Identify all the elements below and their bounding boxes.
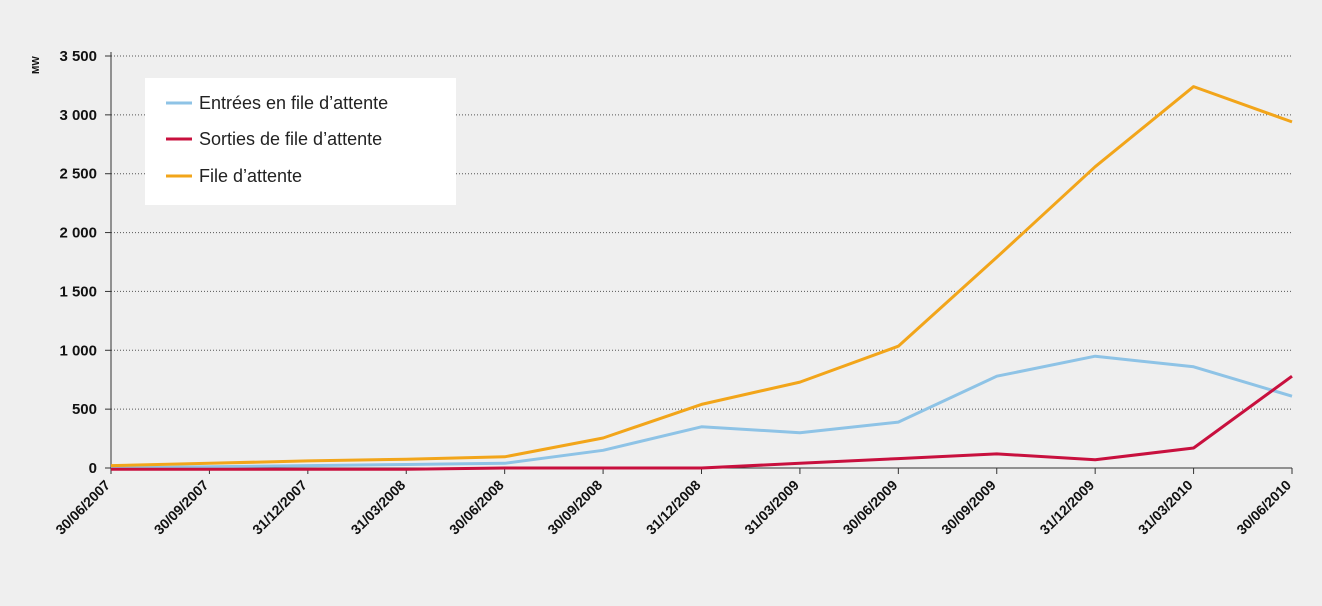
x-tick-label: 30/09/2009 bbox=[938, 477, 999, 538]
y-tick-label: 3 000 bbox=[59, 107, 97, 124]
x-tick-label: 31/12/2008 bbox=[643, 477, 704, 538]
x-tick-label: 30/06/2007 bbox=[52, 477, 113, 538]
y-tick-labels: 0 500 1 000 1 500 2 000 2 500 3 000 3 500 bbox=[59, 48, 97, 477]
series-line bbox=[110, 85, 1293, 468]
y-axis-unit-label: MW bbox=[31, 56, 42, 74]
y-tick-label: 1 000 bbox=[59, 342, 97, 359]
x-tick-label: 30/06/2008 bbox=[446, 477, 507, 538]
y-tick-label: 1 500 bbox=[59, 283, 97, 300]
x-tick-labels: 30/06/2007 30/09/2007 31/12/2007 31/03/2008… bbox=[52, 477, 1294, 538]
y-tick-label: 3 500 bbox=[59, 48, 97, 65]
series-line bbox=[110, 354, 1293, 470]
x-tick-label: 30/09/2008 bbox=[544, 477, 605, 538]
legend-label: File d’attente bbox=[199, 166, 302, 186]
grid-lines bbox=[111, 55, 1292, 410]
x-tick-label: 31/03/2008 bbox=[348, 477, 409, 538]
x-tick-label: 30/06/2009 bbox=[840, 477, 901, 538]
y-tick-label: 500 bbox=[72, 401, 97, 418]
legend-label: Sorties de file d’attente bbox=[199, 129, 382, 149]
legend-label: Entrées en file d’attente bbox=[199, 93, 388, 113]
legend-box bbox=[145, 78, 456, 205]
x-tick-label: 31/12/2009 bbox=[1036, 477, 1097, 538]
y-tick-label: 0 bbox=[89, 460, 97, 477]
y-tick-label: 2 000 bbox=[59, 225, 97, 242]
series-line bbox=[111, 374, 1293, 471]
x-tick-label: 30/06/2010 bbox=[1233, 477, 1294, 538]
x-tick-label: 31/12/2007 bbox=[249, 477, 310, 538]
x-tick-label: 30/09/2007 bbox=[151, 477, 212, 538]
x-tick-label: 31/03/2009 bbox=[741, 477, 802, 538]
y-tick-label: 2 500 bbox=[59, 166, 97, 183]
x-tick-label: 31/03/2010 bbox=[1135, 477, 1196, 538]
series-lines bbox=[110, 85, 1293, 471]
legend: Entrées en file d’attente Sorties de fil… bbox=[145, 78, 456, 205]
